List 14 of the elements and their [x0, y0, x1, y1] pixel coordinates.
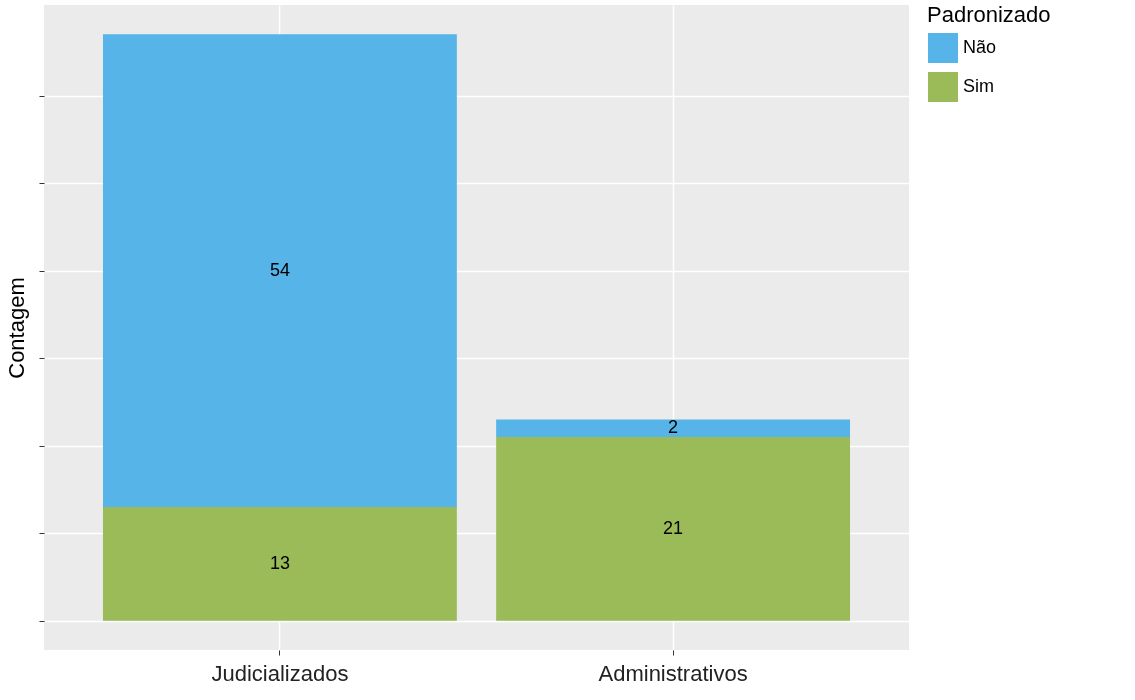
legend-label: Não	[963, 37, 997, 57]
legend-label: Sim	[963, 76, 994, 96]
bar	[102, 34, 457, 507]
bar	[496, 419, 851, 437]
data-label: 13	[269, 552, 290, 573]
data-label: 2	[668, 417, 679, 438]
bar	[496, 436, 851, 621]
y-axis-title: Contagem	[4, 277, 29, 379]
legend-title: Padronizado	[927, 2, 1051, 27]
data-label: 21	[663, 517, 684, 538]
x-tick-label: Administrativos	[598, 660, 748, 686]
bar	[102, 506, 457, 621]
x-tick-label: Judicializados	[211, 660, 349, 686]
data-label: 54	[269, 259, 290, 280]
